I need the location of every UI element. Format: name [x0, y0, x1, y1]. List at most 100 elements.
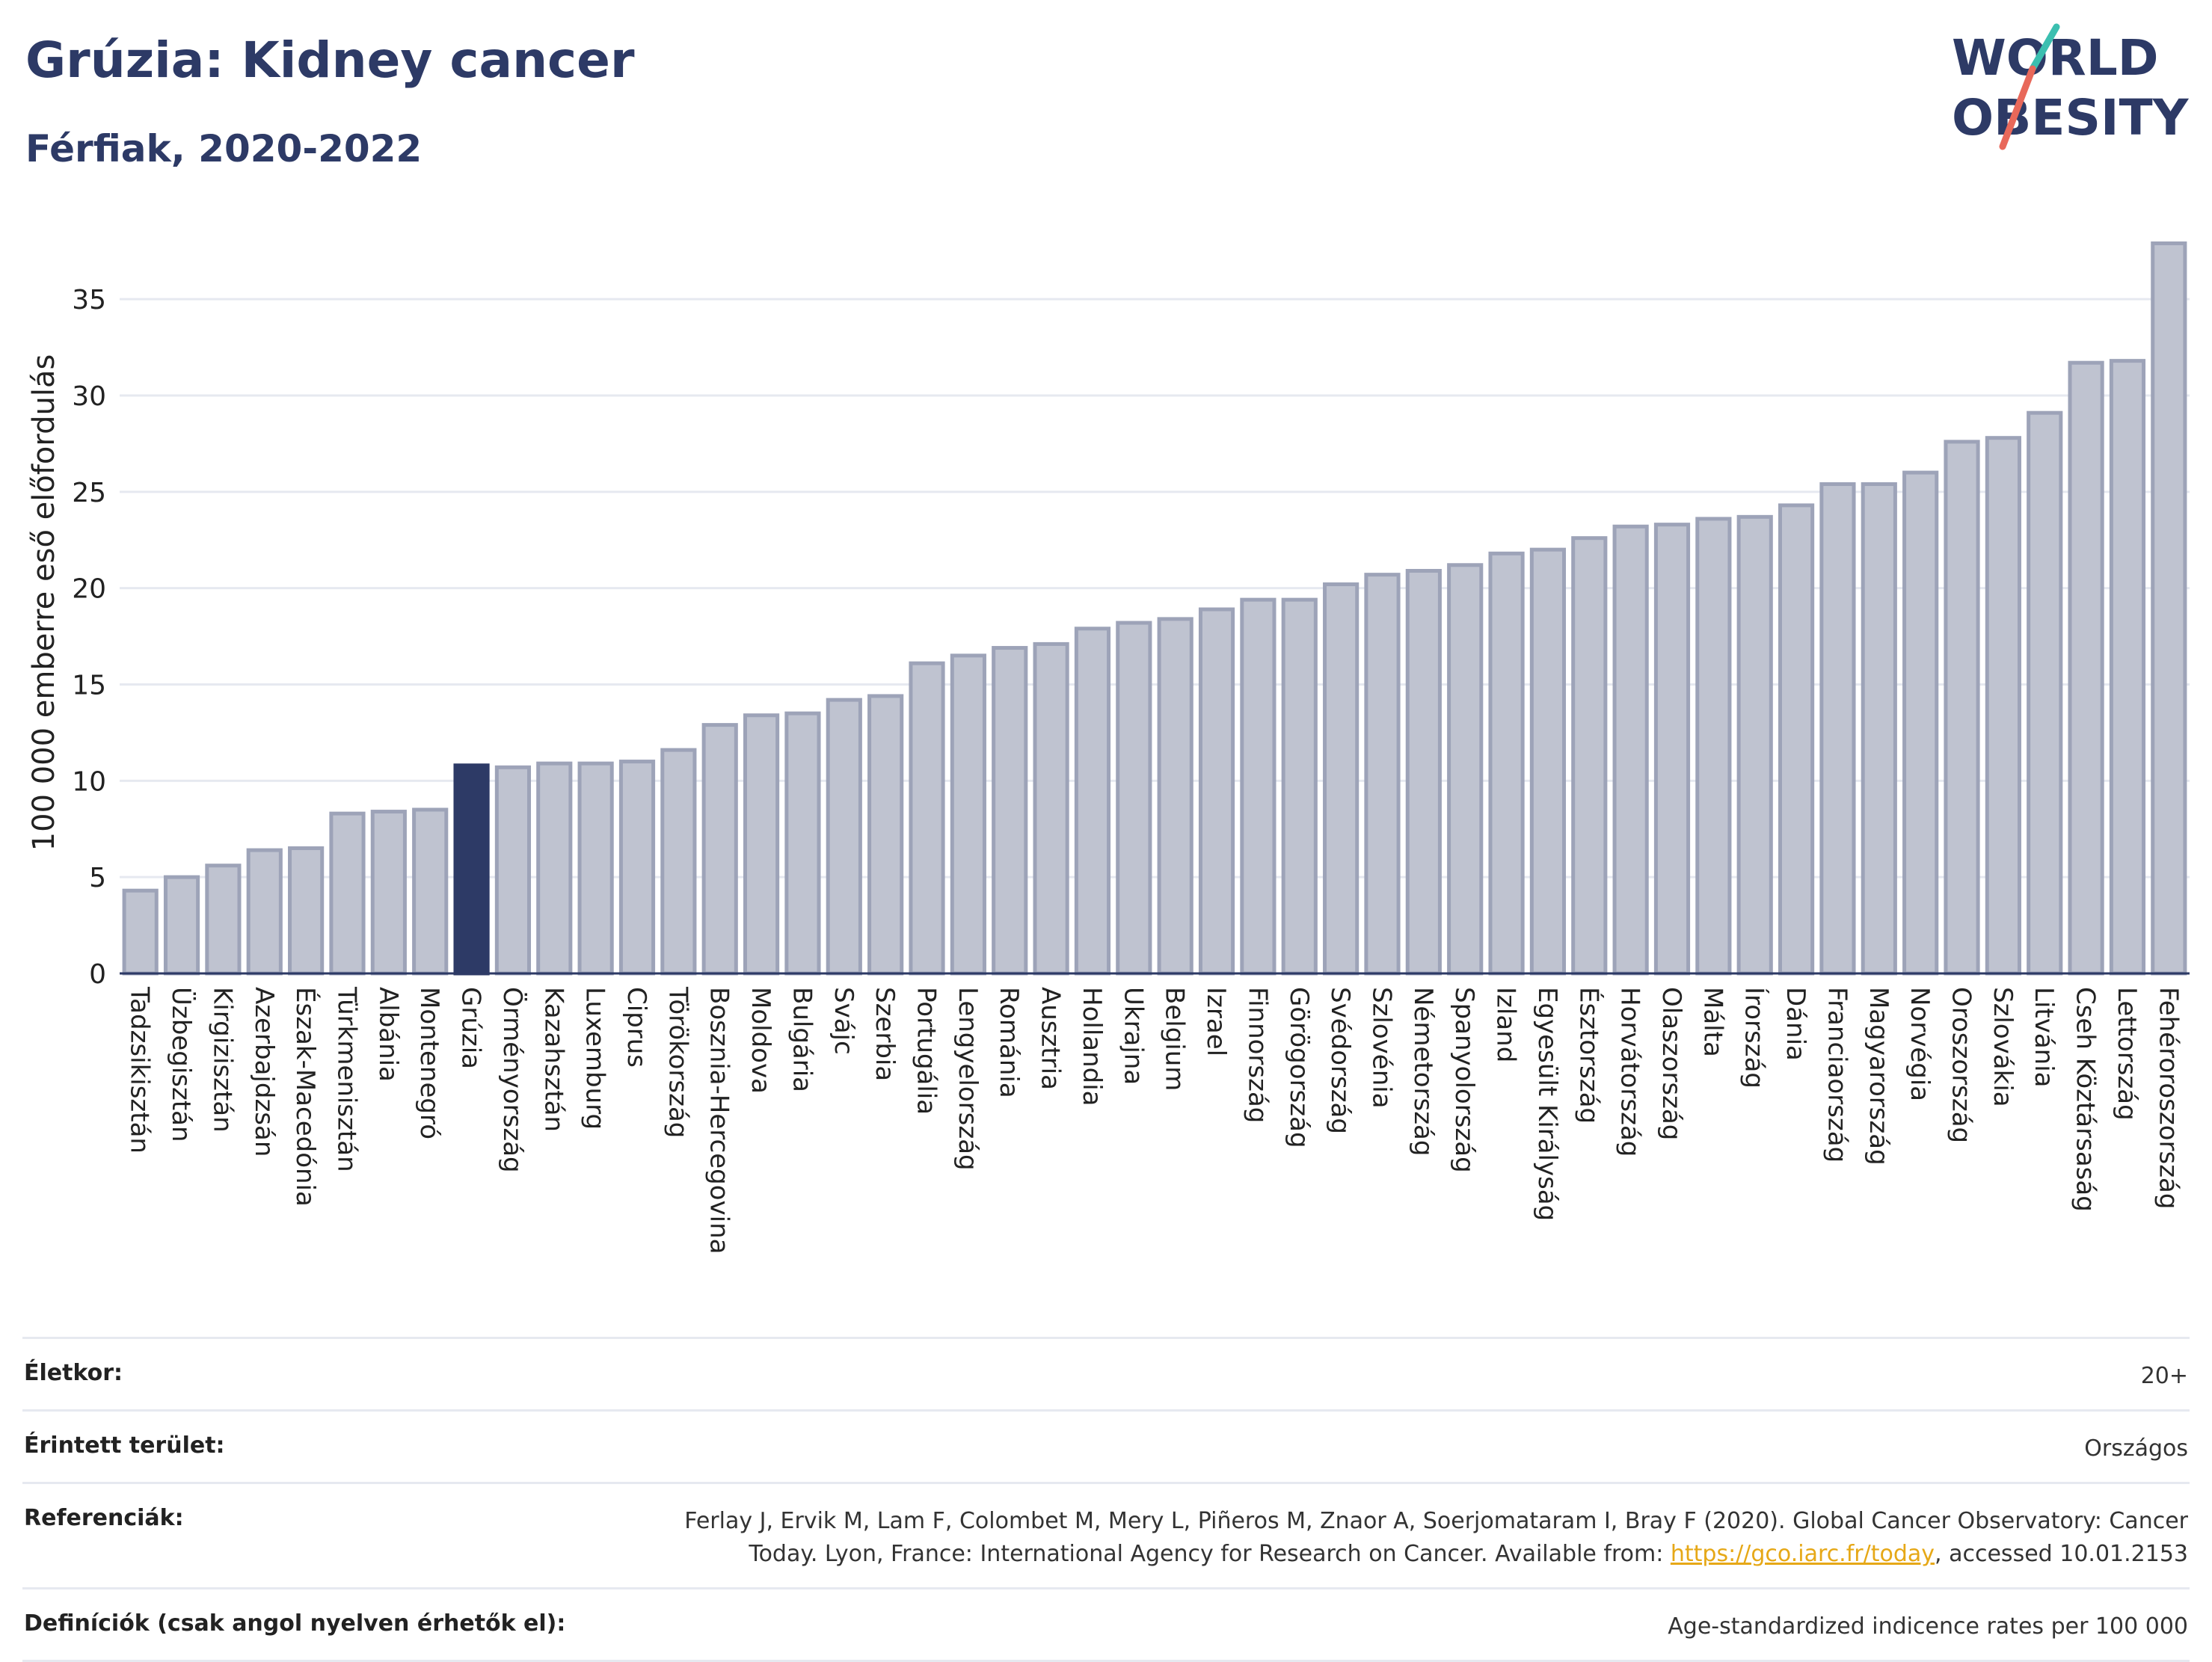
x-tick-label: Ukrajna: [1118, 987, 1148, 1085]
bar-Svájc: [826, 698, 862, 976]
y-tick-label: 20: [72, 574, 106, 605]
bar-Fehéroroszország: [2151, 241, 2187, 976]
meta-row-references: Referenciák: Ferlay J, Ervik M, Lam F, C…: [22, 1482, 2190, 1587]
x-tick-label: Cseh Köztársaság: [2071, 987, 2101, 1212]
x-tick-label: Litvánia: [2029, 987, 2059, 1088]
x-tick-label: Kirgizisztán: [207, 987, 237, 1133]
x-tick-label: Szlovákia: [1988, 987, 2018, 1107]
y-tick-label: 35: [72, 285, 106, 316]
x-tick-label: Türkmenisztán: [331, 986, 361, 1172]
bar-Észtország: [1571, 536, 1608, 976]
bar-Szlovákia: [1985, 436, 2021, 976]
meta-row-definitions: Definíciók (csak angol nyelven érhetők e…: [22, 1587, 2190, 1662]
x-tick-label: Moldova: [746, 987, 775, 1094]
bar-Oroszország: [1944, 440, 1980, 976]
y-tick-label: 30: [72, 381, 106, 412]
x-tick-label: Szerbia: [870, 987, 900, 1081]
x-tick-label: Belgium: [1160, 987, 1190, 1091]
bar-Franciaország: [1819, 482, 1856, 976]
x-tick-label: Portugália: [912, 987, 941, 1115]
bar-Izland: [1488, 551, 1525, 976]
y-tick-label: 15: [72, 671, 106, 701]
x-tick-label: Olaszország: [1656, 987, 1686, 1140]
definitions-label: Definíciók (csak angol nyelven érhetők e…: [24, 1610, 566, 1637]
bar-Dánia: [1778, 503, 1815, 976]
x-tick-label: Írország: [1739, 987, 1770, 1089]
x-tick-label: Grúzia: [456, 987, 486, 1069]
world-obesity-logo: WORLD OBESITY: [1952, 23, 2190, 150]
bar-Albánia: [370, 810, 407, 976]
bar-Málta: [1695, 517, 1732, 976]
bar-Üzbegisztán: [163, 875, 200, 976]
x-tick-label: Észtország: [1573, 987, 1604, 1124]
bar-Svédország: [1323, 582, 1360, 976]
x-tick-label: Németország: [1408, 987, 1438, 1156]
logo-slash-coral: [1999, 65, 2036, 150]
bar-Németország: [1405, 568, 1442, 976]
x-tick-label: Svájc: [829, 987, 858, 1055]
area-label: Érintett terület:: [24, 1432, 225, 1459]
bar-Montenegró: [412, 807, 449, 976]
bar-Lettország: [2109, 359, 2146, 976]
x-tick-label: Azerbajdzsán: [249, 987, 279, 1157]
bar-Hollandia: [1074, 627, 1111, 976]
reference-link[interactable]: https://gco.iarc.fr/today: [1670, 1541, 1935, 1567]
x-tick-label: Izland: [1491, 987, 1521, 1062]
reference-line-1: Ferlay J, Ervik M, Lam F, Colombet M, Me…: [684, 1508, 2188, 1534]
bar-Izrael: [1198, 607, 1235, 976]
x-tick-label: Észak-Macedónia: [290, 987, 321, 1207]
x-tick-label: Görögország: [1284, 987, 1314, 1148]
x-tick-label: Oroszország: [1947, 987, 1976, 1143]
logo-slash-teal: [2029, 23, 2060, 73]
bar-Szerbia: [867, 694, 904, 976]
bars: [122, 241, 2187, 976]
x-tick-label: Horvátország: [1615, 987, 1645, 1157]
logo-line-2: OBESITY: [1952, 89, 2190, 147]
x-tick-label: Bosznia-Hercegovina: [704, 987, 734, 1254]
x-tick-label: Luxemburg: [580, 987, 610, 1130]
x-tick-label: Finnország: [1242, 987, 1272, 1123]
bar-Spanyolország: [1447, 563, 1484, 976]
bar-Szlovénia: [1364, 573, 1401, 976]
y-tick-label: 0: [89, 959, 106, 990]
bar-Ausztria: [1033, 641, 1069, 976]
bar-Türkmenisztán: [329, 811, 366, 976]
x-tick-label: Ciprus: [621, 987, 651, 1068]
x-tick-label: Dánia: [1781, 987, 1810, 1061]
bar-Belgium: [1157, 617, 1193, 976]
y-tick-label: 5: [89, 863, 106, 893]
bar-Finnország: [1240, 597, 1276, 976]
bar-Moldova: [743, 713, 780, 976]
bar-Luxemburg: [577, 761, 614, 976]
bar-Lengyelország: [950, 653, 986, 976]
y-tick-labels: 0 5 10 15 20 25 30 35: [72, 285, 106, 990]
x-tick-label: Fehéroroszország: [2153, 987, 2183, 1209]
bar-Litvánia: [2027, 410, 2063, 976]
references-label: Referenciák:: [24, 1505, 184, 1531]
y-axis-label: 100 000 emberre eső előfordulás: [27, 354, 61, 852]
x-tick-label: Üzbegisztán: [166, 987, 197, 1142]
x-tick-label: Málta: [1698, 987, 1727, 1057]
x-tick-labels: Tadzsikisztán Üzbegisztán Kirgizisztán Azer…: [125, 986, 2184, 1254]
chart-subtitle: Férfiak, 2020-2022: [25, 127, 423, 170]
x-tick-label: Tadzsikisztán: [125, 986, 155, 1154]
bar-Ciprus: [618, 760, 656, 976]
bar-Bulgária: [784, 711, 821, 976]
y-tick-label: 10: [72, 766, 106, 797]
bar-Egyesült Királyság: [1529, 547, 1567, 976]
metadata-table: Életkor: 20+ Érintett terület: Országos …: [22, 1337, 2190, 1662]
x-tick-label: Örményország: [497, 987, 528, 1173]
bar-Bosznia-Hercegovina: [701, 723, 738, 976]
logo-line-1: WORLD: [1952, 29, 2159, 87]
x-tick-label: Egyesült Királyság: [1532, 987, 1562, 1221]
bar-Örményország: [494, 765, 532, 976]
bar-Azerbajdzsán: [246, 848, 283, 976]
x-tick-label: Lengyelország: [953, 987, 983, 1171]
bar-Grúzia: [453, 763, 490, 976]
x-tick-label: Törökország: [663, 986, 692, 1138]
bar-Portugália: [909, 661, 945, 976]
bar-Kirgizisztán: [205, 864, 242, 976]
x-tick-label: Franciaország: [1822, 987, 1852, 1163]
chart-title: Grúzia: Kidney cancer: [25, 31, 635, 89]
bar-Olaszország: [1653, 523, 1691, 976]
